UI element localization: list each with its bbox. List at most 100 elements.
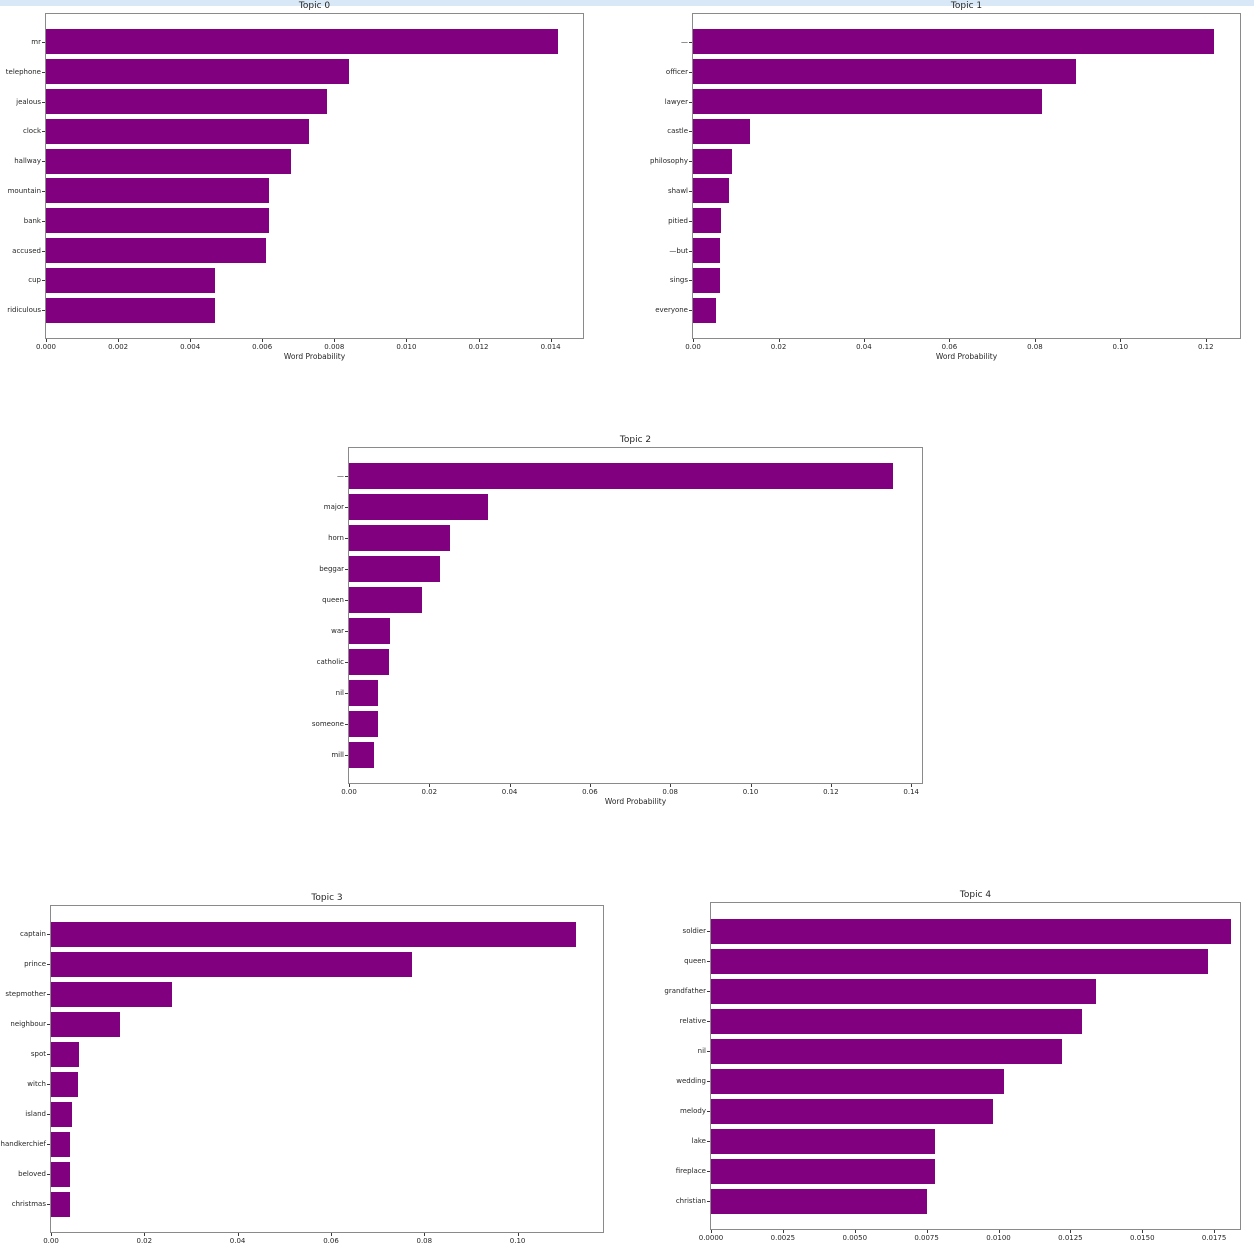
y-tick-label: spot [30,1050,46,1058]
y-tick-label: shawl [667,186,688,195]
y-tick-label: soldier [682,927,706,935]
bar [693,297,717,323]
y-tick [689,250,692,252]
bar [46,208,270,234]
bar [51,1011,120,1037]
x-tick-label: 0.08 [662,788,678,796]
x-tick [693,339,694,342]
bar [711,1188,927,1214]
x-tick [670,784,672,787]
x-tick [1120,339,1122,342]
bar [51,951,413,977]
bar [711,948,1209,974]
y-tick [42,280,45,282]
bar [349,587,423,614]
y-tick [42,250,45,252]
x-tick-label: 0.02 [421,788,438,796]
x-tick [926,1230,928,1233]
y-tick-label: war [331,626,344,635]
bar [46,178,270,204]
y-tick [345,507,348,509]
x-tick [334,339,336,342]
x-tick-label: 0.10 [509,1237,526,1245]
y-tick-label: island [25,1110,46,1118]
x-tick [144,1233,146,1236]
bar [693,267,720,293]
y-tick-label: horn [328,534,344,543]
x-tick-label: 0.12 [823,788,839,796]
x-tick-label: 0.00 [43,1237,59,1245]
bar [711,1068,1005,1094]
x-tick [51,1233,52,1236]
y-tick [42,310,45,312]
x-tick-label: 0.06 [941,343,958,351]
bar [46,29,558,55]
bar [51,1101,72,1127]
y-tick [42,41,45,43]
bar [349,463,894,490]
y-tick-label: someone [311,719,344,728]
y-tick-label: witch [27,1080,46,1088]
y-tick-label: — [337,472,344,481]
x-tick-label: 0.008 [324,343,345,351]
y-tick [689,280,692,282]
y-tick [47,964,50,965]
x-tick [478,339,480,342]
y-tick-label: jealous [16,97,41,106]
chart-title: Topic 3 [311,893,343,903]
bar [349,679,378,706]
y-tick [707,1051,710,1052]
y-tick [42,131,45,133]
x-tick-label: 0.02 [136,1237,153,1245]
bar [51,1131,71,1157]
y-tick [345,569,348,571]
bar [349,556,441,583]
bar [693,89,1043,114]
bar [693,118,751,144]
x-tick-label: 0.08 [1027,343,1043,351]
y-tick [707,1141,710,1142]
y-tick-label: christmas [11,1200,46,1208]
x-tick [331,1233,332,1236]
chart-title: Topic 4 [959,890,992,900]
x-tick-label: 0.004 [180,343,201,351]
x-tick [424,1233,426,1236]
y-tick [47,1084,50,1085]
bar [349,494,489,521]
bar [46,148,292,174]
chart-title: Topic 2 [619,435,652,445]
y-tick [689,101,692,103]
y-tick [689,220,692,222]
bar [51,1191,70,1217]
x-tick [262,339,264,342]
y-tick-label: pitied [668,216,688,225]
x-tick-label: 0.00 [685,343,701,351]
x-tick [1214,1230,1216,1233]
bar [349,617,390,644]
bar [711,1128,936,1154]
x-tick-label: 0.14 [903,788,919,796]
y-tick-label: christian [675,1197,706,1205]
x-axis-label: Word Probability [283,352,346,361]
y-tick [47,1054,50,1055]
chart-title: Topic 0 [298,1,331,11]
y-tick-label: mill [331,750,344,759]
bar [693,59,1076,85]
bar [711,918,1232,944]
y-tick-label: neighbour [10,1020,46,1028]
y-tick [47,994,50,995]
x-tick [863,339,865,342]
bar [51,981,172,1007]
x-tick [1034,339,1036,342]
y-tick [707,1081,710,1082]
y-tick [42,161,45,163]
y-tick-label: prince [24,960,46,968]
x-tick [589,784,591,787]
x-tick-label: 0.08 [416,1237,433,1245]
x-tick-label: 0.0050 [842,1234,868,1242]
y-tick [345,476,348,478]
bar [46,89,328,114]
x-axis-label: Word Probability [604,797,667,806]
x-tick [1205,339,1207,342]
